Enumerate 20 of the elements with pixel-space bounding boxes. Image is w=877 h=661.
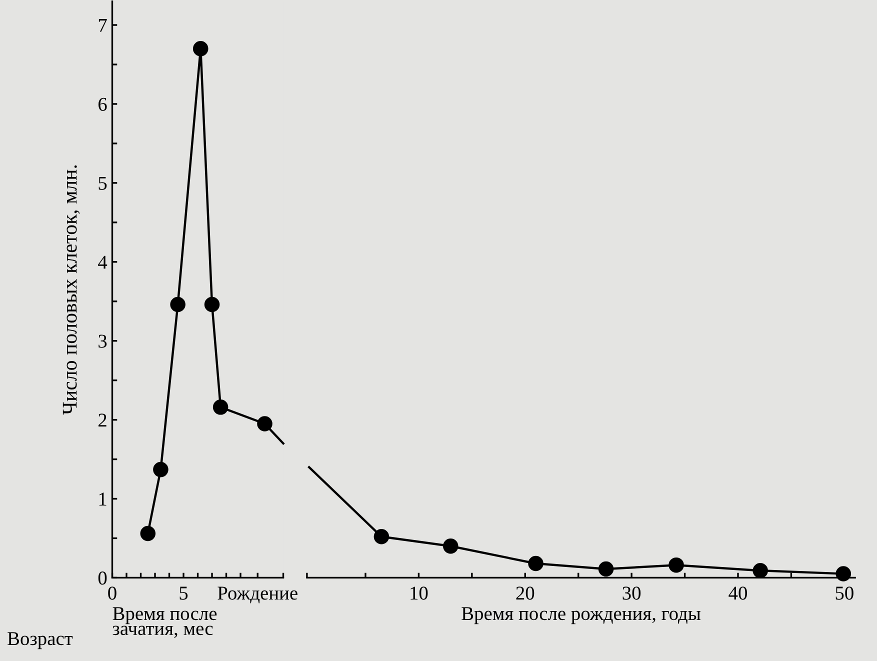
x-axis-title: Время после зачатия, мес	[112, 607, 217, 638]
x-tick-label: 5	[180, 586, 188, 600]
y-tick-label: 0	[98, 572, 107, 585]
y-tick-label: 6	[98, 98, 107, 111]
y-tick-label: 7	[98, 19, 107, 32]
x-tick-label: 40	[728, 586, 747, 600]
x-tick-label: 10	[410, 586, 428, 600]
text: Возраст	[8, 632, 73, 650]
x-axis-title: Время после рождения, годы	[462, 607, 700, 624]
x-tick-label: Рождение	[218, 586, 298, 604]
x-tick-label: 20	[516, 586, 534, 600]
y-tick-label: 1	[99, 492, 106, 506]
y-tick-label: 2	[98, 414, 106, 427]
y-axis-title: Число половых клеток, млн.	[62, 165, 80, 415]
x-tick-label: 50	[836, 586, 854, 600]
y-tick-label: 3	[98, 334, 107, 348]
x-tick-label: 30	[622, 586, 641, 600]
y-tick-label: 4	[98, 256, 108, 269]
y-tick-label: 5	[98, 176, 107, 190]
x-tick-label: 0	[108, 586, 116, 600]
